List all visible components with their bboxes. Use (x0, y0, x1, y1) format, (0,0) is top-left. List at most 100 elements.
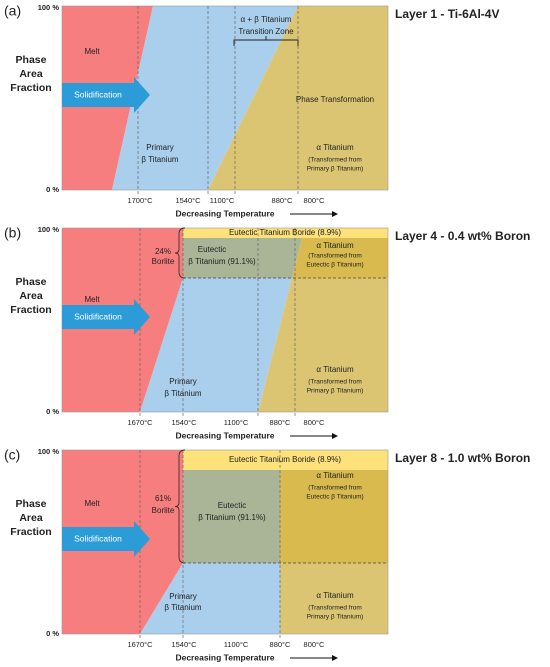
bracket (233, 36, 299, 46)
x-axis-title: Decreasing Temperature (175, 652, 274, 662)
y-axis-label: Phase (16, 54, 47, 66)
region-label: Primary (169, 377, 197, 386)
panel-label: (b) (4, 225, 21, 241)
region-label: Borlite (152, 257, 175, 266)
region-label: α Titanium (316, 591, 354, 600)
bracket (174, 227, 186, 279)
temperature-label: 1540°C (171, 640, 197, 649)
region-label: Primary β Titanium) (307, 614, 364, 621)
panel: (c) Layer 8 - 1.0 wt% Boron 100 % 0 % Phase A… (4, 447, 530, 663)
region-label: 24% (155, 247, 171, 256)
region-label: Eutectic Titanium Boride (8.9%) (229, 455, 341, 464)
region-label: β Titanium (91.1%) (188, 257, 256, 266)
panel-title: Layer 8 - 1.0 wt% Boron (395, 451, 530, 465)
phase-region (183, 228, 388, 238)
region-label: β Titanium (141, 155, 179, 164)
phase-region (112, 6, 298, 190)
region-label: Melt (84, 47, 100, 56)
region-label: Melt (84, 295, 100, 304)
y-top-label: 100 % (38, 225, 60, 234)
panel: (b) Layer 4 - 0.4 wt% Boron 100 % 0 % Phase A… (4, 225, 530, 441)
region-label: Primary β Titanium) (307, 166, 364, 173)
temperature-label: 1700°C (127, 196, 153, 205)
panel-label: (a) (4, 3, 21, 19)
y-axis-label: Area (19, 68, 43, 80)
y-axis-label: Area (19, 290, 43, 302)
phase-region (183, 238, 302, 278)
phase-region (258, 278, 388, 412)
region-label: 61% (155, 494, 171, 503)
region-label: β Titanium (164, 603, 202, 612)
region-label: (Transformed from (308, 157, 362, 164)
region-label: α Titanium (316, 365, 354, 374)
arrow-label: Solidification (74, 89, 122, 99)
y-axis-label: Fraction (10, 526, 51, 538)
phase-region (183, 450, 388, 470)
region-label: Primary (169, 592, 197, 601)
y-axis-label: Phase (16, 276, 47, 288)
y-axis-label: Fraction (10, 82, 51, 94)
phase-region (140, 563, 280, 634)
temperature-label: 1540°C (171, 418, 197, 427)
panel: (a) Layer 1 - Ti-6Al-4V 100 % 0 % Phase Area F… (4, 3, 499, 219)
region-label: α Titanium (316, 241, 354, 250)
region-label: β Titanium (91.1%) (198, 513, 266, 522)
region-label: Eutectic β Titanium) (306, 262, 363, 269)
region-label: β Titanium (164, 389, 202, 398)
phase-region (183, 470, 280, 563)
temperature-label: 1670°C (127, 640, 153, 649)
region-label: Borlite (152, 506, 175, 515)
y-axis-label: Fraction (10, 304, 51, 316)
y-axis-label: Area (19, 512, 43, 524)
panel-title: Layer 1 - Ti-6Al-4V (395, 7, 499, 21)
temperature-label: 800°C (304, 418, 326, 427)
region-label: Eutectic (218, 501, 246, 510)
region-label: Transition Zone (238, 27, 294, 36)
phase-region (280, 470, 388, 563)
region-label: (Transformed from (308, 379, 362, 386)
temperature-label: 800°C (304, 196, 326, 205)
arrow-label: Solidification (74, 533, 122, 543)
x-axis-arrowhead (332, 211, 338, 217)
region-label: α Titanium (316, 143, 354, 152)
temperature-label: 1670°C (127, 418, 153, 427)
y-bottom-label: 0 % (46, 407, 59, 416)
region-label: Primary β Titanium) (307, 388, 364, 395)
solidification-arrow (62, 77, 150, 113)
temperature-label: 880°C (270, 640, 292, 649)
phase-region (140, 278, 292, 412)
region-label: α + β Titanium (241, 15, 292, 24)
temperature-label: 1540°C (175, 196, 201, 205)
region-label: Primary (146, 143, 174, 152)
temperature-label: 1100°C (224, 418, 249, 427)
temperature-label: 880°C (270, 418, 292, 427)
region-label: (Transformed from (308, 605, 362, 612)
temperature-label: 800°C (304, 640, 326, 649)
region-label: Phase Transformation (296, 95, 374, 104)
temperature-label: 1100°C (210, 196, 235, 205)
region-label: Eutectic Titanium Boride (8.9%) (229, 228, 341, 237)
arrow-label: Solidification (74, 311, 122, 321)
temperature-label: 1100°C (224, 640, 249, 649)
panel-title: Layer 4 - 0.4 wt% Boron (395, 229, 530, 243)
region-label: Eutectic β Titanium) (306, 494, 363, 501)
temperature-label: 880°C (272, 196, 294, 205)
y-top-label: 100 % (38, 447, 60, 456)
phase-region (280, 563, 388, 634)
x-axis-title: Decreasing Temperature (175, 208, 274, 218)
x-axis-arrowhead (332, 433, 338, 439)
phase-region (292, 238, 388, 278)
x-axis-title: Decreasing Temperature (175, 430, 274, 440)
bracket (174, 449, 186, 564)
panel-label: (c) (4, 447, 20, 463)
region-label: α Titanium (316, 471, 354, 480)
region-label: Melt (84, 499, 100, 508)
x-axis-arrowhead (332, 655, 338, 661)
y-axis-label: Phase (16, 498, 47, 510)
y-top-label: 100 % (38, 3, 60, 12)
region-label: Eutectic (198, 245, 226, 254)
y-bottom-label: 0 % (46, 629, 59, 638)
solidification-arrow (62, 521, 150, 557)
region-label: (Transformed from (308, 485, 362, 492)
